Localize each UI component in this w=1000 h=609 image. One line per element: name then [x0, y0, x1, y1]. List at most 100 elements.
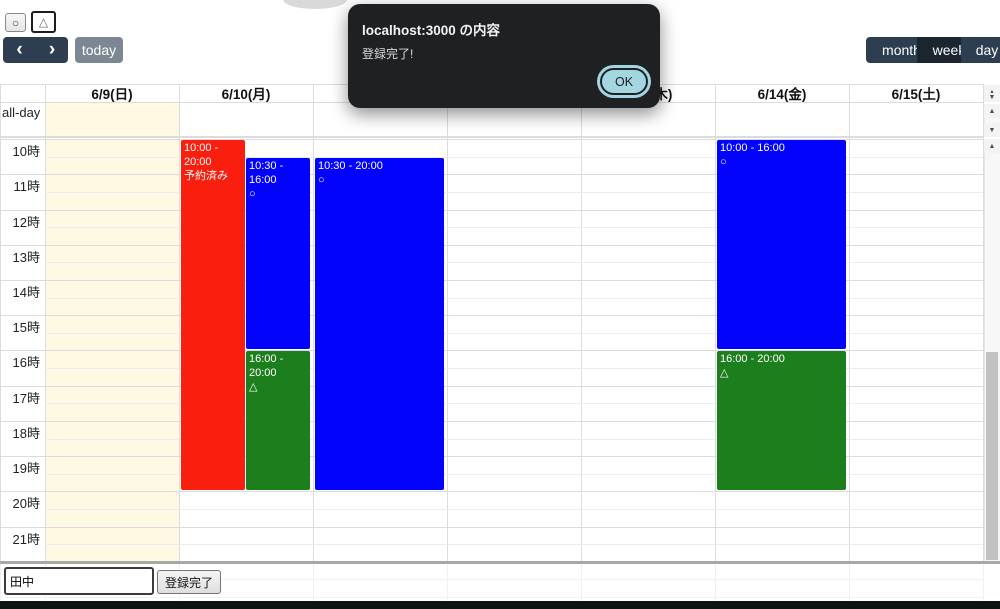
- half-hour-line: [45, 191, 983, 193]
- time-axis-label: 16時: [12, 355, 40, 371]
- hour-line: [0, 385, 983, 387]
- column-border: [983, 84, 984, 563]
- time-axis-label: 13時: [12, 249, 40, 265]
- column-border-faded: [0, 563, 1, 601]
- day-header-6/15(土): 6/15(土): [891, 87, 941, 102]
- column-border: [581, 84, 582, 563]
- column-border: [179, 84, 180, 563]
- time-axis-label: 17時: [12, 390, 40, 406]
- triangle-shape-button[interactable]: △: [31, 11, 56, 33]
- column-border-faded: [447, 563, 448, 601]
- event-title: 予約済み: [184, 170, 228, 182]
- allday-scroll-down-icon[interactable]: ▼: [984, 123, 1000, 137]
- column-border: [45, 84, 46, 563]
- main-scrollbar-thumb[interactable]: [986, 352, 998, 560]
- header-scroll-down-icon[interactable]: ▼: [984, 93, 1000, 102]
- half-hour-line: [45, 438, 983, 440]
- event-○[interactable]: 10:00 - 16:00 ○: [717, 140, 846, 350]
- time-axis-label: 19時: [12, 461, 40, 477]
- calendar-bottom-border: [0, 561, 1000, 564]
- day-header-6/10(月): 6/10(月): [221, 87, 271, 102]
- event-△[interactable]: 16:00 - 20:00 △: [246, 351, 310, 491]
- event-time: 10:30 - 20:00: [318, 159, 383, 172]
- event-time: 16:00 - 20:00: [249, 353, 284, 380]
- hour-line: [0, 315, 983, 317]
- column-border-faded: [983, 563, 984, 601]
- today-button[interactable]: today: [75, 37, 123, 63]
- time-axis-label: 10時: [12, 144, 40, 159]
- prev-button[interactable]: ‹: [3, 37, 36, 63]
- column-border: [313, 84, 314, 563]
- half-hour-line: [45, 473, 983, 475]
- half-hour-line: [45, 368, 983, 369]
- event-title: △: [249, 381, 258, 394]
- half-hour-line: [45, 579, 983, 581]
- browser-chrome-arc: [283, 0, 347, 9]
- event-time: 10:00 - 20:00: [184, 142, 219, 168]
- event-time: 16:00 - 20:00: [720, 353, 785, 366]
- hour-line: [0, 420, 983, 422]
- event-title: ○: [720, 156, 727, 168]
- hour-line: [0, 209, 983, 211]
- column-border: [849, 84, 850, 563]
- allday-row-label: all-day: [2, 105, 41, 120]
- half-hour-line: [45, 403, 983, 405]
- hour-line: [0, 350, 983, 352]
- main-scroll-up-icon[interactable]: ▲: [984, 139, 1000, 153]
- hour-line: [0, 597, 983, 598]
- hour-line: [0, 279, 983, 281]
- time-axis-label: 11時: [13, 179, 41, 195]
- column-border: [715, 84, 716, 563]
- register-complete-button[interactable]: 登録完了: [157, 570, 222, 594]
- bottom-edge-bar: [0, 601, 1000, 609]
- hour-line: [0, 139, 983, 140]
- hour-line: [0, 174, 983, 176]
- half-hour-line: [45, 262, 983, 264]
- event-title: ○: [318, 173, 325, 186]
- half-hour-line: [45, 332, 983, 334]
- view-button-day[interactable]: day: [961, 37, 1000, 63]
- hour-line: [0, 491, 983, 493]
- half-hour-line: [45, 508, 983, 510]
- allday-scroll-up-icon[interactable]: ▲: [984, 104, 1000, 118]
- column-border-faded: [313, 563, 314, 601]
- time-axis-label: 15時: [12, 320, 40, 336]
- day-header-6/14(金): 6/14(金): [757, 87, 807, 102]
- event-time: 10:30 - 16:00: [249, 159, 284, 186]
- column-border: [447, 84, 448, 563]
- frame-line: [0, 137, 983, 138]
- event-○[interactable]: 10:30 - 16:00 ○: [246, 157, 310, 350]
- time-axis-label: 21時: [12, 531, 40, 547]
- event-予約済み[interactable]: 10:00 - 20:00 予約済み: [181, 140, 245, 491]
- half-hour-line: [45, 297, 983, 299]
- column-border-faded: [581, 563, 582, 601]
- column-border-faded: [715, 563, 716, 601]
- circle-shape-button[interactable]: ○: [5, 13, 26, 32]
- event-time: 10:00 - 16:00: [720, 142, 785, 154]
- event-○[interactable]: 10:30 - 20:00 ○: [315, 157, 444, 491]
- column-border: [0, 84, 1, 563]
- time-axis-label: 20時: [12, 496, 40, 512]
- frame-line: [0, 136, 983, 137]
- day-header-6/9(日): 6/9(日): [91, 87, 133, 102]
- next-button[interactable]: ›: [36, 37, 68, 63]
- column-border-faded: [849, 563, 850, 601]
- hour-line: [0, 456, 983, 458]
- hour-line: [0, 526, 983, 528]
- dialog-ok-button[interactable]: OK: [600, 68, 648, 95]
- time-axis-label: 14時: [12, 284, 40, 300]
- dialog-message: 登録完了!: [362, 47, 414, 61]
- half-hour-line: [45, 544, 983, 546]
- event-title: △: [720, 367, 729, 380]
- browser-alert-dialog: localhost:3000 の内容 登録完了! OK: [348, 4, 660, 108]
- hour-line: [0, 244, 983, 246]
- dialog-source-title: localhost:3000 の内容: [362, 23, 501, 38]
- name-input[interactable]: [4, 567, 154, 595]
- today-allday-highlight: [45, 103, 179, 136]
- time-axis-label: 12時: [12, 214, 40, 230]
- half-hour-line: [45, 227, 983, 229]
- event-△[interactable]: 16:00 - 20:00 △: [717, 351, 846, 491]
- half-hour-line: [45, 156, 983, 158]
